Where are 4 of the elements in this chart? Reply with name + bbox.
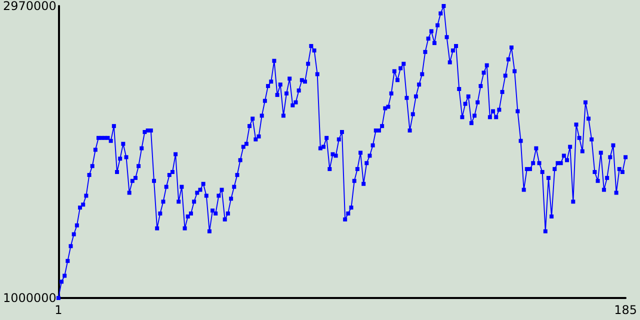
y-tick-label: 2970000 [2,0,56,13]
x-tick-label: 185 [614,303,637,317]
x-tick-label: 1 [54,303,62,317]
y-tick-label: 1000000 [2,291,56,305]
